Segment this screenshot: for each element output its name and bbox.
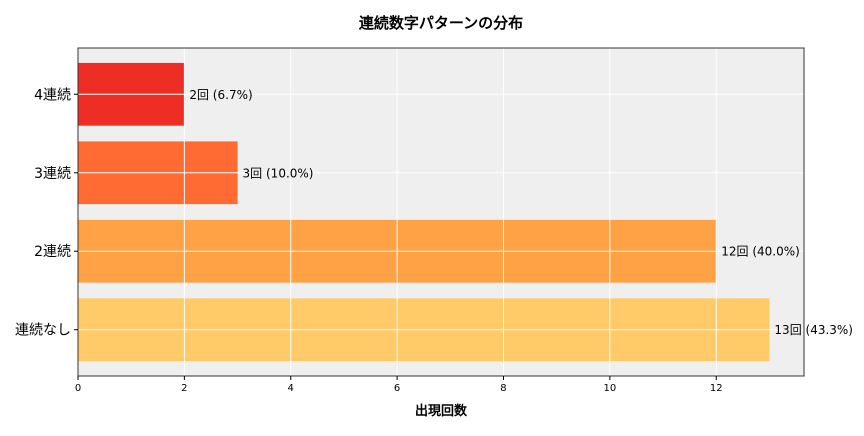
y-axis-ticks: 連続なし 2連続 3連続 4連続 bbox=[15, 86, 78, 339]
x-tick-label-5: 10 bbox=[604, 383, 617, 394]
x-tick-label-6: 12 bbox=[710, 383, 723, 394]
data-label-1: 12回 (40.0%) bbox=[721, 245, 800, 259]
data-label-2: 3回 (10.0%) bbox=[243, 166, 314, 180]
data-label-3: 2回 (6.7%) bbox=[189, 88, 252, 102]
chart-title: 連続数字パターンの分布 bbox=[359, 14, 523, 32]
grid-overlay bbox=[77, 48, 804, 376]
data-labels: 13回 (43.3%) 12回 (40.0%) 3回 (10.0%) 2回 (6.7%… bbox=[189, 88, 853, 337]
x-tick-label-4: 8 bbox=[500, 383, 506, 394]
plot-frame bbox=[77, 47, 805, 377]
x-tick-label-0: 0 bbox=[75, 383, 81, 394]
x-tick-label-2: 4 bbox=[288, 383, 294, 394]
x-axis-label: 出現回数 bbox=[415, 403, 468, 419]
y-tick-label-0: 連続なし bbox=[15, 322, 71, 339]
x-axis-ticks: 0 2 4 6 8 10 12 bbox=[75, 376, 723, 394]
y-tick-label-3: 4連続 bbox=[34, 86, 71, 103]
x-tick-label-3: 6 bbox=[394, 383, 400, 394]
y-tick-label-2: 3連続 bbox=[34, 165, 71, 182]
x-tick-label-1: 2 bbox=[181, 383, 187, 394]
y-tick-label-1: 2連続 bbox=[34, 243, 71, 260]
data-label-0: 13回 (43.3%) bbox=[774, 323, 853, 337]
